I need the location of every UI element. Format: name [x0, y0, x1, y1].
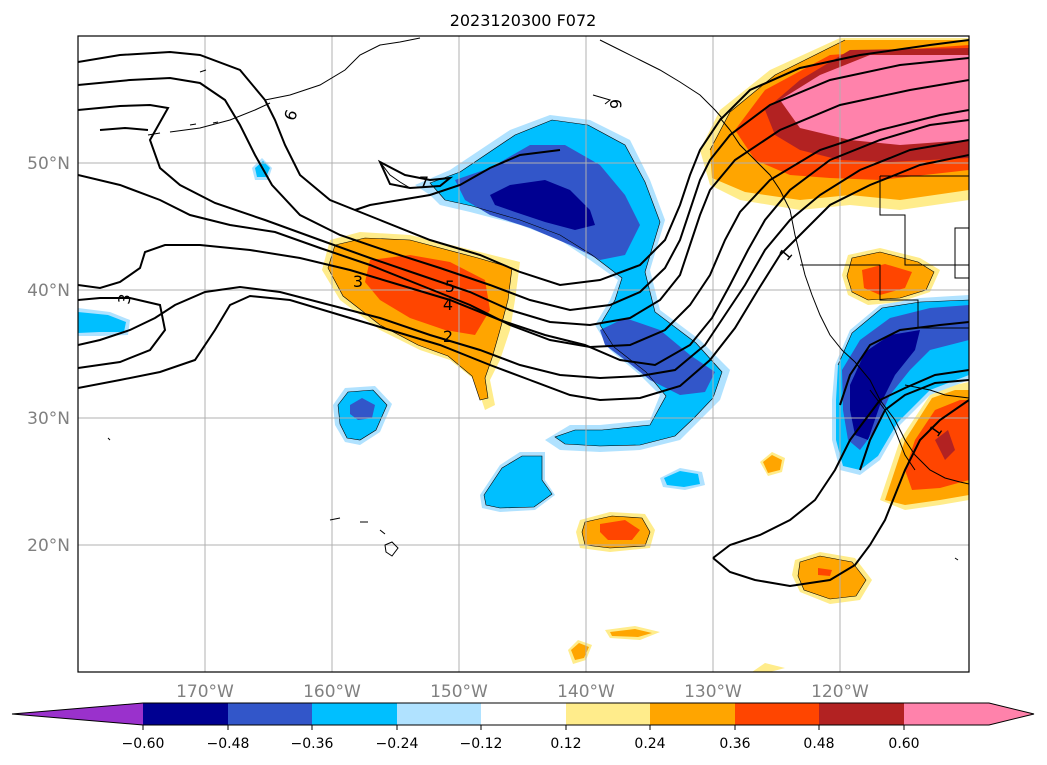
latitude-labels: 50°N 40°N 30°N 20°N	[27, 154, 70, 556]
lon-label-120w: 120°W	[811, 682, 869, 702]
colorbar-segment	[566, 703, 650, 725]
colorbar-tick-label: −0.12	[460, 736, 503, 752]
contour-label: 5	[445, 277, 455, 296]
colorbar-segment	[904, 703, 989, 725]
lon-label-160w: 160°W	[303, 682, 361, 702]
colorbar-extend-low	[12, 703, 143, 725]
anomaly-outlines	[327, 39, 969, 600]
contour-label: 3	[353, 272, 363, 291]
colorbar-tick-label: −0.24	[376, 736, 419, 752]
colorbar-segment	[397, 703, 481, 725]
lon-label-170w: 170°W	[176, 682, 234, 702]
colorbar-segment	[650, 703, 735, 725]
colorbar-tick-label: 0.24	[634, 736, 665, 752]
negative-anomaly-california	[832, 295, 969, 475]
colorbar: −0.60 −0.48 −0.36 −0.24 −0.12 0.12 0.24 …	[11, 702, 1035, 752]
colorbar-tick-label: 0.36	[719, 736, 750, 752]
contour-label: 2	[443, 327, 453, 346]
contour-label: 3	[114, 292, 134, 305]
colorbar-segment	[819, 703, 904, 725]
colorbar-ticks	[142, 725, 905, 730]
map-area: 6 6 7 3 5 4 2 3 1 1	[78, 36, 969, 672]
contour-label: 6	[606, 99, 625, 109]
colorbar-tick-label: −0.48	[207, 736, 250, 752]
contour-label: 7	[419, 173, 429, 192]
lat-label-40n: 40°N	[27, 281, 70, 301]
map-gridlines	[78, 36, 969, 672]
colorbar-tick-label: −0.36	[291, 736, 334, 752]
negative-anomaly-small	[78, 158, 705, 512]
colorbar-extend-high	[989, 703, 1034, 725]
colorbar-tick-label: −0.60	[122, 736, 165, 752]
colorbar-tick-label: 0.60	[888, 736, 919, 752]
colorbar-segment	[735, 703, 819, 725]
contour-lines	[78, 39, 969, 588]
lat-label-30n: 30°N	[27, 409, 70, 429]
longitude-labels: 170°W 160°W 150°W 140°W 130°W 120°W	[176, 682, 869, 702]
colorbar-segment	[228, 703, 312, 725]
positive-anomaly-small	[568, 248, 940, 672]
colorbar-tick-label: 0.12	[550, 736, 581, 752]
colorbar-segment	[312, 703, 397, 725]
colorbar-tick-label: 0.48	[803, 736, 834, 752]
lon-label-150w: 150°W	[430, 682, 488, 702]
colorbar-segment	[143, 703, 228, 725]
map-title: 2023120300 F072	[450, 11, 597, 30]
lat-label-20n: 20°N	[27, 536, 70, 556]
lat-label-50n: 50°N	[27, 154, 70, 174]
lon-label-130w: 130°W	[684, 682, 742, 702]
map-frame	[77, 35, 970, 673]
contour-label: 4	[443, 295, 453, 314]
colorbar-segment	[481, 703, 566, 725]
lon-label-140w: 140°W	[557, 682, 615, 702]
